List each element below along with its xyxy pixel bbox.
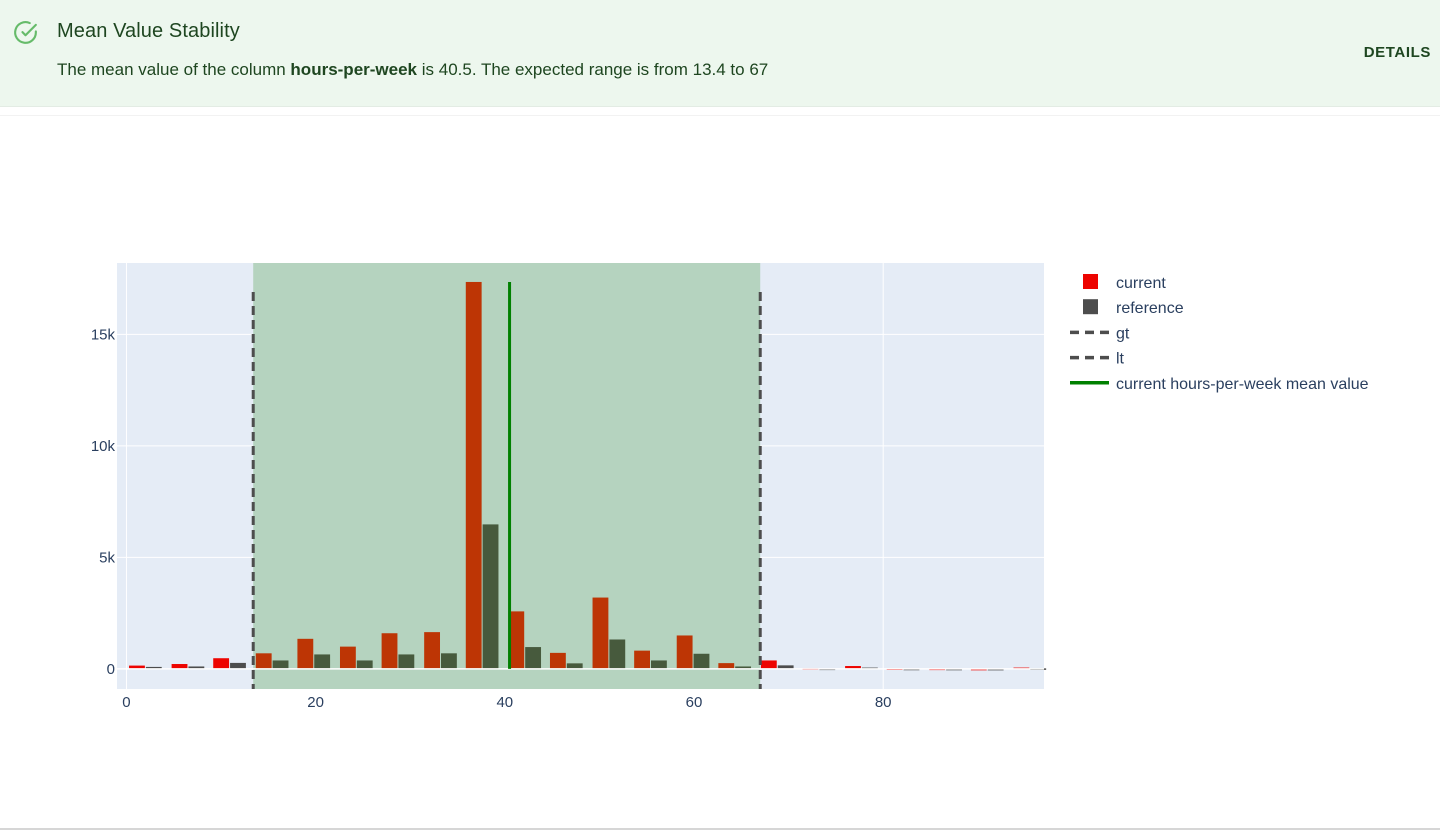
- y-tick-label-0: 0: [107, 661, 115, 678]
- test-title: Mean Value Stability: [57, 20, 240, 42]
- x-tick-label-1: 20: [307, 694, 324, 711]
- reference-bar-12: [650, 660, 667, 669]
- reference-bar-4: [314, 654, 331, 669]
- current-bar-3: [255, 653, 272, 669]
- bottom-divider: [0, 828, 1440, 830]
- reference-bar-9: [525, 647, 542, 669]
- current-bar-5: [339, 646, 356, 669]
- legend-reference-swatch: [1083, 299, 1098, 315]
- reference-bar-7: [441, 653, 457, 669]
- legend-lt-label: lt: [1116, 351, 1125, 368]
- current-bar-13: [676, 635, 693, 669]
- y-tick-label-2: 10k: [91, 438, 116, 455]
- reference-bar-11: [609, 639, 626, 669]
- legend-current-swatch: [1083, 274, 1098, 289]
- x-tick-label-4: 80: [875, 694, 892, 711]
- current-bar-10: [549, 652, 566, 669]
- current-bar-8: [465, 281, 482, 669]
- current-bar-6: [381, 633, 398, 669]
- legend-mean-line-label: current hours-per-week mean value: [1116, 376, 1369, 393]
- test-header: Mean Value Stability The mean value of t…: [0, 0, 1440, 107]
- column-name: hours-per-week: [290, 60, 418, 79]
- reference-bar-5: [356, 660, 373, 669]
- current-bar-17: [845, 666, 861, 669]
- current-bar-0: [129, 665, 145, 669]
- details-button[interactable]: DETAILS: [1363, 44, 1431, 61]
- current-bar-9: [508, 611, 525, 669]
- current-bar-2: [213, 658, 230, 669]
- current-bar-14: [718, 663, 735, 669]
- reference-bar-8: [482, 524, 499, 669]
- legend-reference-label: reference: [1116, 300, 1184, 317]
- test-description: The mean value of the column hours-per-w…: [57, 60, 768, 80]
- current-bar-1: [171, 664, 188, 669]
- reference-bar-0: [145, 666, 162, 669]
- current-bar-7: [424, 632, 441, 669]
- reference-bar-10: [566, 663, 583, 669]
- legend-gt-label: gt: [1116, 325, 1130, 342]
- description-prefix: The mean value of the column: [57, 60, 291, 79]
- divider: [0, 115, 1440, 116]
- description-suffix: is 40.5. The expected range is from 13.4…: [417, 60, 769, 79]
- reference-bar-13: [693, 653, 710, 669]
- reference-bar-15: [777, 665, 794, 669]
- check-circle-icon: [14, 21, 37, 44]
- expected-range-area: [253, 263, 761, 689]
- x-tick-label-3: 60: [686, 694, 703, 711]
- reference-bar-6: [398, 654, 415, 669]
- current-bar-4: [297, 638, 314, 669]
- current-bar-15: [760, 660, 777, 669]
- x-tick-label-0: 0: [122, 694, 130, 711]
- reference-bar-2: [230, 662, 246, 669]
- legend-current-label: current: [1116, 275, 1166, 292]
- reference-bar-14: [735, 666, 752, 669]
- y-tick-label-1: 5k: [99, 549, 115, 566]
- current-bar-12: [634, 650, 650, 669]
- y-tick-label-3: 15k: [91, 326, 116, 343]
- current-bar-11: [592, 597, 609, 669]
- reference-bar-1: [188, 666, 205, 669]
- x-tick-label-2: 40: [496, 694, 513, 711]
- reference-bar-3: [272, 660, 289, 669]
